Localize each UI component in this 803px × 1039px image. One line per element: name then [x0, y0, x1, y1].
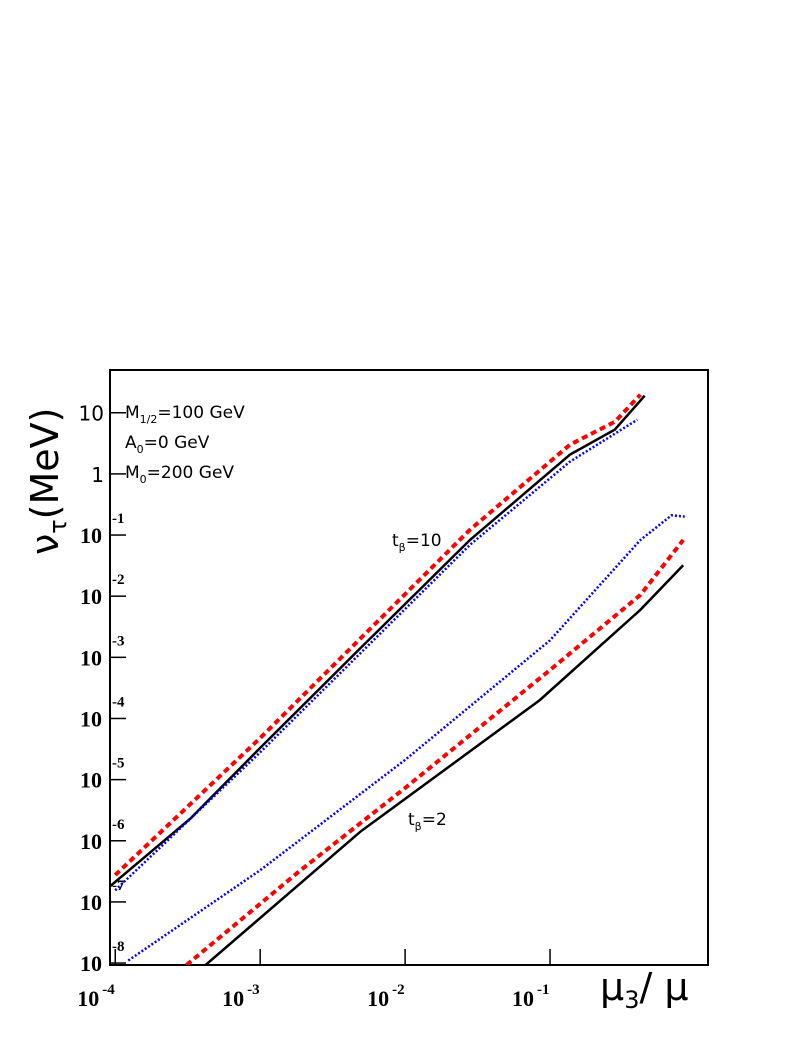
annotation-main: A [125, 433, 137, 453]
annotation-sub: 0 [140, 473, 147, 486]
x-tick-base: 10 [77, 986, 99, 1011]
annotation: tβ=10 [392, 531, 442, 554]
series-line [114, 418, 638, 892]
series-line [185, 538, 685, 965]
y-label-main: ν [23, 534, 67, 555]
x-axis-label: μ3/ μ [600, 965, 689, 1014]
annotation: tβ=2 [408, 810, 447, 833]
annotation-rest: =200 GeV [147, 463, 235, 483]
annotation: M0=200 GeV [125, 463, 234, 486]
x-tick-exponent: -2 [392, 982, 405, 998]
annotation-rest: =0 GeV [144, 433, 210, 453]
y-tick-label: 10 [80, 890, 102, 915]
y-tick-exponent: -3 [112, 633, 125, 649]
series-line [113, 393, 642, 877]
y-tick-label: 1 [91, 463, 104, 487]
annotation-rest: =2 [422, 810, 447, 830]
y-tick-exponent: -8 [112, 939, 125, 955]
y-tick-exponent: -6 [112, 817, 125, 833]
annotation-main: t [392, 531, 399, 551]
x-tick-base: 10 [512, 986, 534, 1011]
y-tick-label: 10 [80, 829, 102, 854]
y-label-sub: τ [44, 519, 72, 533]
annotation-sub: 0 [137, 443, 144, 456]
annotation: M1/2=100 GeV [125, 403, 245, 426]
annotation-sub: β [399, 541, 406, 554]
x-label-sub: 3 [624, 986, 639, 1014]
annotation-main: M [125, 463, 140, 483]
plot-lines [110, 393, 685, 965]
x-tick-label: 10 -3 [222, 982, 260, 1011]
y-tick-label: 10 [80, 645, 102, 670]
x-tick-label: 10 -1 [512, 982, 550, 1011]
series-line [127, 514, 685, 962]
annotation-main: t [408, 810, 415, 830]
annotation-rest: =100 GeV [157, 403, 245, 423]
y-tick-exponent: -2 [112, 572, 125, 588]
x-tick-exponent: -3 [247, 982, 260, 998]
y-tick-label: 10 [79, 402, 104, 426]
x-tick-exponent: -1 [537, 982, 550, 998]
y-tick-exponent: -1 [112, 511, 125, 527]
y-tick-label: 10 [80, 768, 102, 793]
y-tick-label: 10 [80, 951, 102, 976]
y-tick-exponent: -4 [112, 694, 125, 710]
x-tick-label: 10 -2 [367, 982, 405, 1011]
series-line [204, 564, 685, 965]
x-label-rest: / μ [639, 965, 688, 1009]
annotation-sub: 1/2 [140, 413, 158, 426]
annotation-main: M [125, 403, 140, 423]
y-tick-label: 10 [80, 523, 102, 548]
y-tick-exponent: -5 [112, 756, 125, 772]
annotation-rest: =10 [406, 531, 442, 551]
annotation-sub: β [415, 820, 422, 833]
plot-frame [109, 369, 709, 966]
y-tick-label: 10 [80, 584, 102, 609]
x-label-main: μ [600, 965, 624, 1009]
y-label-rest: (MeV) [23, 408, 67, 520]
y-tick-label: 10 [80, 706, 102, 731]
x-tick-base: 10 [367, 986, 389, 1011]
x-tick-label: 10 -4 [77, 982, 115, 1011]
y-axis-label: ντ(MeV) [23, 408, 72, 556]
annotation: A0=0 GeV [125, 433, 210, 456]
x-tick-exponent: -4 [102, 982, 115, 998]
x-tick-base: 10 [222, 986, 244, 1011]
